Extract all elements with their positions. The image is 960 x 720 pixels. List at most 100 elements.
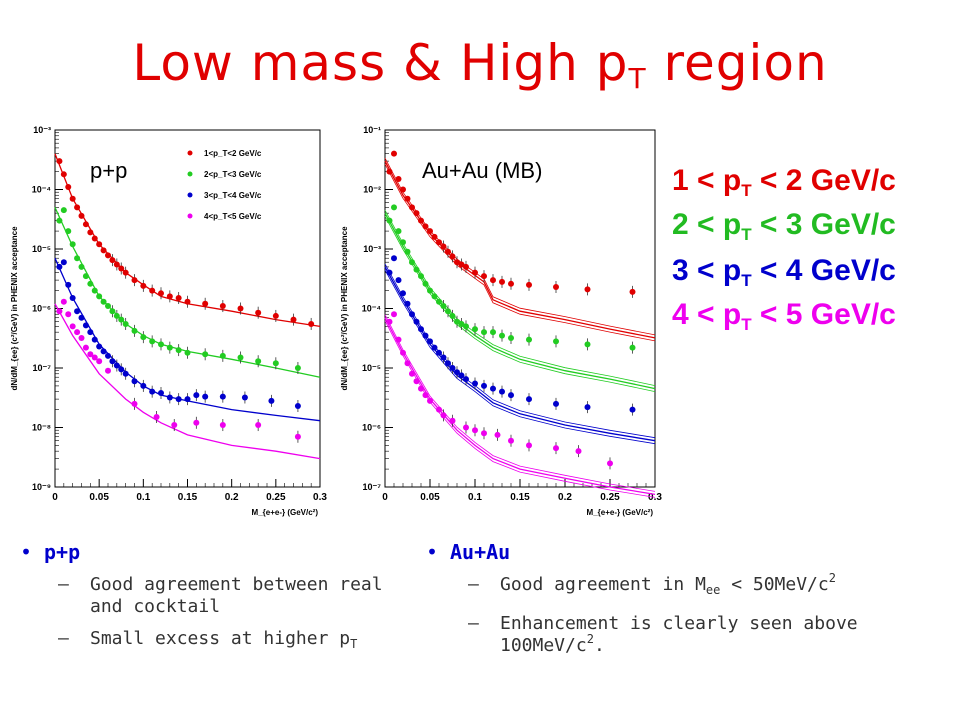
data-point bbox=[400, 186, 406, 193]
x-tick-label: 0.05 bbox=[89, 492, 109, 503]
x-tick-label: 0.25 bbox=[266, 492, 286, 503]
data-point bbox=[109, 257, 116, 264]
data-point bbox=[499, 278, 505, 285]
series-4 bbox=[54, 298, 321, 460]
auau-bullet-head: Au+Au bbox=[426, 540, 940, 564]
data-point bbox=[184, 298, 191, 305]
data-point bbox=[499, 332, 505, 339]
data-point bbox=[391, 204, 397, 211]
data-point bbox=[449, 365, 456, 371]
data-point bbox=[629, 406, 636, 413]
data-point bbox=[118, 316, 125, 323]
data-point bbox=[149, 338, 156, 345]
data-point bbox=[391, 150, 397, 157]
data-point bbox=[100, 348, 107, 355]
y-tick-label: 10⁻³ bbox=[33, 125, 51, 135]
data-point bbox=[60, 207, 67, 214]
data-point bbox=[607, 460, 613, 467]
data-point bbox=[436, 239, 442, 246]
data-point bbox=[166, 344, 173, 351]
data-point bbox=[109, 358, 116, 365]
data-point bbox=[629, 288, 636, 295]
x-tick-label: 0.1 bbox=[468, 492, 482, 503]
data-point bbox=[391, 311, 397, 318]
pt-legend-4: 4 < pT < 5 GeV/c bbox=[672, 298, 896, 335]
data-point bbox=[255, 309, 262, 316]
data-point bbox=[422, 392, 429, 399]
y-axis-title: dN/dM_{ee} (c²/GeV) in PHENIX acceptance bbox=[10, 226, 19, 391]
data-point bbox=[409, 204, 415, 211]
data-point bbox=[445, 248, 451, 255]
data-point bbox=[449, 253, 456, 260]
data-point bbox=[508, 280, 514, 287]
x-tick-label: 0.2 bbox=[225, 492, 239, 503]
data-point bbox=[436, 298, 442, 305]
data-point bbox=[166, 293, 173, 300]
x-tick-label: 0.3 bbox=[648, 492, 662, 503]
x-tick-label: 0.3 bbox=[313, 492, 327, 503]
series-4 bbox=[384, 311, 656, 498]
data-point bbox=[149, 287, 156, 294]
data-point bbox=[82, 273, 89, 280]
data-point bbox=[458, 261, 465, 268]
data-point bbox=[404, 195, 411, 202]
y-tick-label: 10⁻¹ bbox=[363, 125, 381, 135]
data-point bbox=[96, 241, 103, 248]
data-point bbox=[308, 320, 315, 327]
data-point bbox=[87, 280, 94, 287]
data-point bbox=[526, 396, 532, 403]
data-point bbox=[409, 311, 415, 318]
data-point bbox=[255, 422, 262, 429]
data-point bbox=[69, 323, 76, 330]
data-point bbox=[69, 241, 76, 248]
data-point bbox=[113, 362, 120, 369]
cocktail-band-upper bbox=[384, 210, 656, 386]
data-point bbox=[122, 320, 129, 327]
data-point bbox=[472, 269, 478, 276]
data-point bbox=[65, 184, 72, 191]
y-tick-label: 10⁻⁸ bbox=[32, 423, 51, 433]
data-point bbox=[481, 329, 487, 336]
data-point bbox=[87, 229, 94, 236]
data-point bbox=[131, 400, 138, 407]
data-point bbox=[78, 334, 85, 341]
series-1 bbox=[54, 153, 321, 330]
data-point bbox=[481, 273, 487, 280]
data-point bbox=[202, 351, 209, 358]
data-point bbox=[82, 221, 89, 228]
x-tick-label: 0 bbox=[52, 492, 58, 503]
pp-item-1: – Good agreement between real and cocktai… bbox=[58, 574, 383, 617]
data-point bbox=[56, 158, 63, 165]
data-point bbox=[78, 212, 85, 219]
data-point bbox=[131, 327, 138, 334]
data-point bbox=[158, 341, 164, 348]
data-point bbox=[131, 378, 138, 385]
data-point bbox=[153, 414, 160, 421]
y-axis-title: dN/dM_{ee} (c²/GeV) in PHENIX acceptance bbox=[340, 226, 349, 391]
data-point bbox=[219, 393, 226, 400]
data-point bbox=[404, 300, 411, 307]
data-point bbox=[440, 303, 447, 310]
data-point bbox=[175, 295, 182, 302]
data-point bbox=[553, 445, 559, 452]
y-tick-label: 10⁻² bbox=[363, 185, 381, 195]
data-point bbox=[629, 344, 636, 351]
data-point bbox=[418, 217, 424, 224]
x-tick-label: 0.2 bbox=[558, 492, 572, 503]
data-point bbox=[431, 344, 438, 351]
data-point bbox=[404, 360, 411, 367]
data-point bbox=[508, 334, 514, 341]
data-point bbox=[131, 277, 138, 284]
x-tick-label: 0.15 bbox=[510, 492, 530, 503]
data-point bbox=[118, 366, 125, 373]
legend-label: 1<p_T<2 GeV/c bbox=[204, 149, 262, 158]
data-point bbox=[69, 295, 76, 302]
data-point bbox=[440, 412, 447, 419]
data-point bbox=[427, 397, 433, 404]
data-point bbox=[96, 293, 103, 300]
data-point bbox=[463, 424, 469, 431]
data-point bbox=[454, 259, 460, 266]
data-point bbox=[418, 326, 424, 333]
data-point bbox=[122, 269, 129, 276]
